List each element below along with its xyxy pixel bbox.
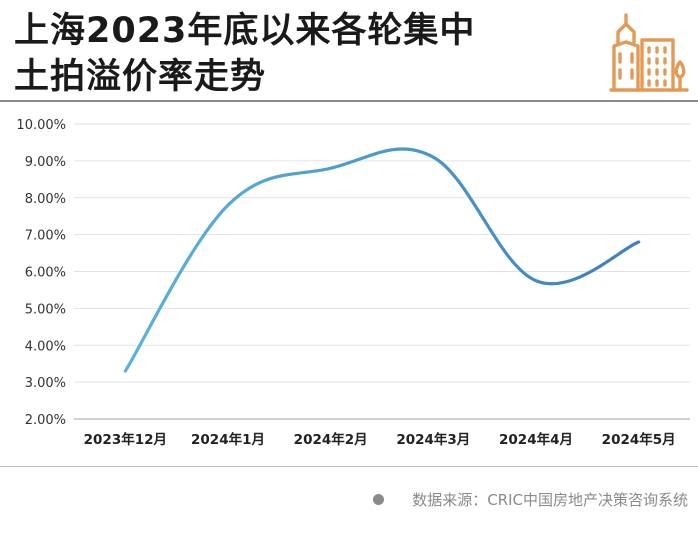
series-line bbox=[123, 147, 641, 373]
chart-title-line1: 上海2023年底以来各轮集中 bbox=[14, 11, 476, 51]
x-tick-label: 2024年2月 bbox=[294, 431, 368, 448]
y-tick-label: 6.00% bbox=[25, 266, 66, 281]
x-tick-label: 2024年5月 bbox=[602, 431, 676, 448]
y-tick-label: 4.00% bbox=[25, 339, 66, 354]
x-tick-label: 2024年1月 bbox=[191, 431, 265, 448]
y-tick-label: 10.00% bbox=[16, 118, 66, 133]
data-source-text: 数据来源：CRIC中国房地产决策咨询系统 bbox=[412, 491, 688, 509]
y-tick-label: 2.00% bbox=[25, 413, 66, 428]
chart-title-line2: 土拍溢价率走势 bbox=[14, 57, 267, 97]
y-axis-ticks: 2.00% 3.00% 4.00% 5.00% 6.00% 7.00% 8.00% 9.00%… bbox=[16, 118, 66, 428]
line-chart: ·· 2.00%3.00%4.00%5.00%6.00%7.00%8.00%9.… bbox=[16, 118, 690, 448]
y-tick-label: 7.00% bbox=[25, 229, 66, 244]
x-axis-ticks: 2023年12月 2024年1月 2024年2月 2024年3月 2024年4月 2024… bbox=[84, 431, 676, 448]
bullet-dot-icon bbox=[373, 494, 385, 505]
grid-lines bbox=[74, 123, 690, 420]
x-tick-label: 2024年4月 bbox=[499, 431, 573, 448]
y-tick-label: 3.00% bbox=[25, 376, 66, 391]
x-tick-label: 2023年12月 bbox=[84, 431, 167, 448]
data-points bbox=[125, 157, 639, 372]
y-tick-label: 5.00% bbox=[25, 302, 66, 317]
x-tick-label: 2024年3月 bbox=[396, 431, 470, 448]
y-tick-label: 9.00% bbox=[25, 155, 66, 170]
y-tick-label: 8.00% bbox=[25, 192, 66, 207]
city-buildings-icon bbox=[609, 13, 689, 92]
data-source: 数据来源：CRIC中国房地产决策咨询系统 bbox=[373, 489, 688, 510]
chart-title: 上海2023年底以来各轮集中 土拍溢价率走势 bbox=[14, 8, 475, 100]
footer-divider bbox=[0, 466, 698, 467]
header-divider bbox=[0, 100, 698, 102]
